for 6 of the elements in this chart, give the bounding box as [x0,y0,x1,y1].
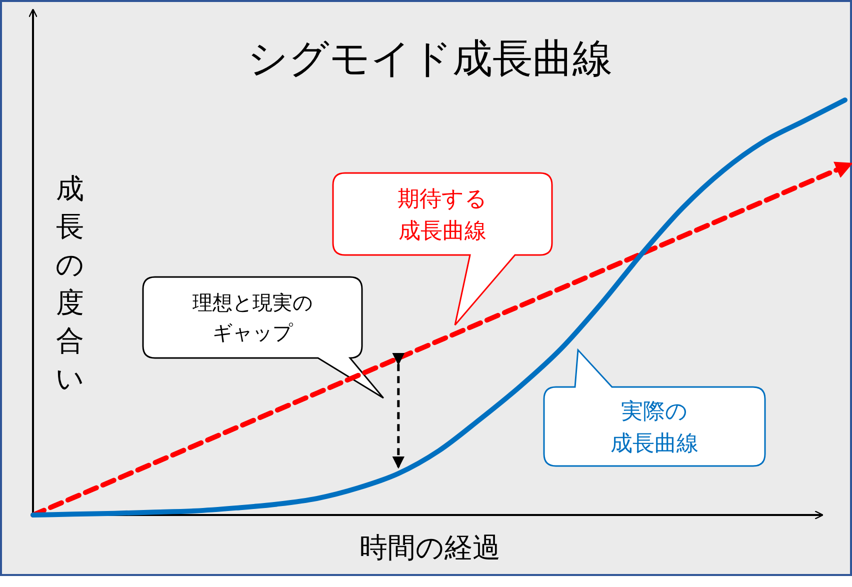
text: 期待する成長曲線 [398,187,488,244]
text: 実際の成長曲線 [610,400,698,456]
chart-title: シグモイド成長曲線 [248,36,612,82]
annotation: 理想と現実のギャップ [192,290,312,344]
x-axis-title: 時間の経過 [360,531,500,564]
y-axis-title: 成長の度合い [56,172,84,395]
